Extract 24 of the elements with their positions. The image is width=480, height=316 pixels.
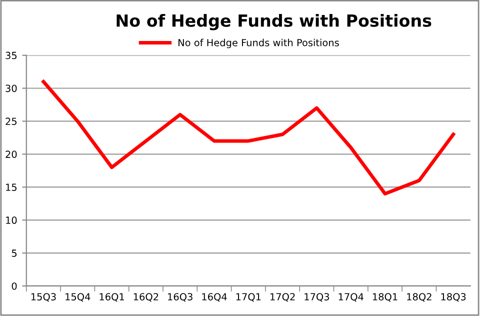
- y-tick-label: 20: [6, 150, 17, 158]
- y-tick-label: 0: [12, 282, 17, 290]
- x-tick-label: 17Q2: [270, 293, 295, 302]
- x-tick-label: 17Q1: [236, 293, 261, 302]
- legend-label: No of Hedge Funds with Positions: [178, 38, 339, 48]
- x-tick-label: 18Q2: [407, 293, 432, 302]
- y-tick-label: 35: [6, 52, 17, 60]
- y-tick-label: 5: [12, 250, 17, 257]
- x-tick-label: 16Q3: [168, 293, 192, 302]
- x-tick-label: 17Q4: [338, 293, 364, 302]
- x-tick-label: 15Q3: [31, 293, 56, 302]
- x-tick-label: 17Q3: [304, 293, 330, 302]
- y-tick-label: 30: [6, 84, 17, 92]
- x-tick-label: 16Q2: [134, 293, 158, 302]
- x-tick-label: 16Q4: [202, 293, 227, 302]
- x-tick-label: 18Q3: [441, 293, 466, 302]
- y-tick-label: 25: [6, 118, 17, 126]
- y-tick-label: 15: [6, 184, 17, 191]
- y-tick-label: 10: [6, 216, 17, 224]
- line-series: [42, 80, 456, 196]
- x-tick-label: 15Q4: [66, 293, 90, 302]
- x-tick-label: 18Q1: [372, 293, 398, 302]
- chart-title: No of Hedge Funds with Positions: [116, 14, 432, 30]
- x-tick-label: 16Q1: [100, 293, 124, 302]
